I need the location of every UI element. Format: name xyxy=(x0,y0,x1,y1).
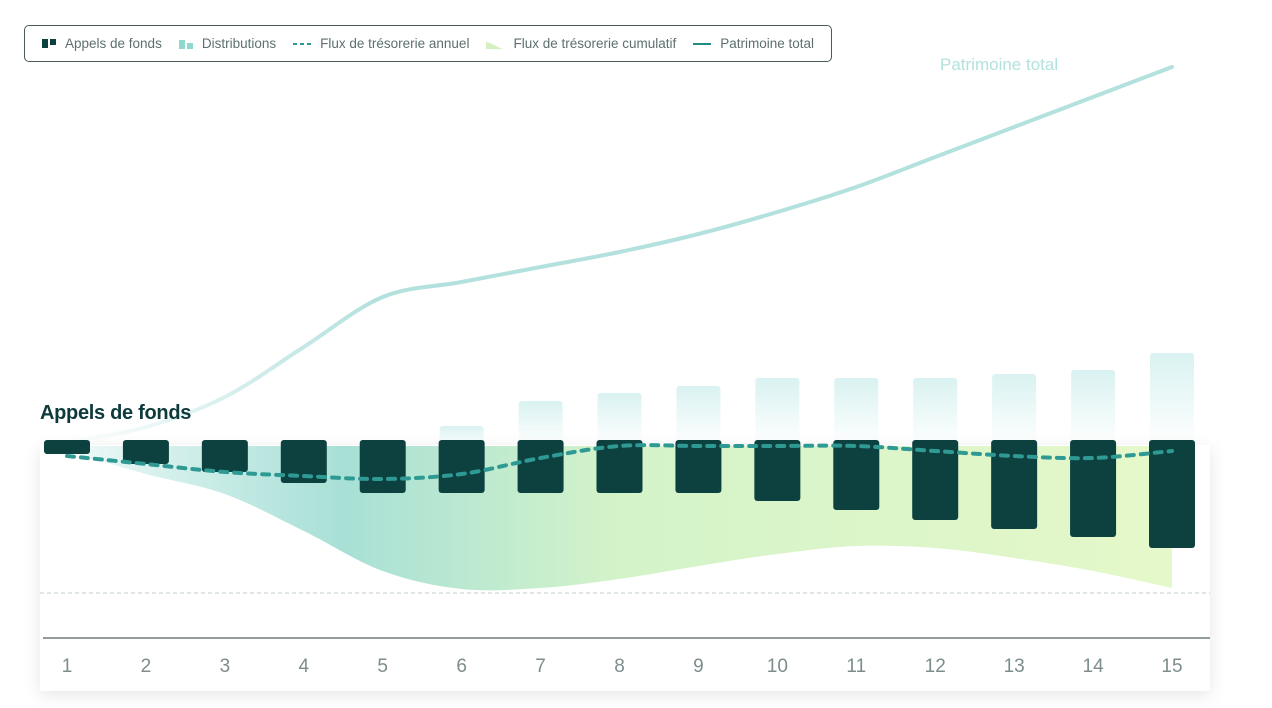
annual-cashflow-icon xyxy=(293,42,312,45)
capital-calls-icon xyxy=(42,38,56,48)
legend-item-total-wealth[interactable]: Patrimoine total xyxy=(692,36,814,51)
total-wealth-line xyxy=(65,65,1174,444)
legend-label: Flux de trésorerie cumulatif xyxy=(513,36,677,51)
distribution-bar xyxy=(518,401,563,446)
cumulative-cashflow-icon xyxy=(486,41,505,49)
total-wealth-icon xyxy=(693,42,712,45)
legend-label: Appels de fonds xyxy=(65,36,162,51)
distribution-bar xyxy=(676,386,721,446)
distribution-bar xyxy=(1071,370,1116,446)
legend-item-distributions[interactable]: Distributions xyxy=(178,36,276,51)
legend-item-capital-calls[interactable]: Appels de fonds xyxy=(41,36,162,51)
capital-calls-panel xyxy=(40,445,1210,691)
legend-label: Distributions xyxy=(201,36,277,51)
legend-item-cumulative-cashflow[interactable]: Flux de trésorerie cumulatif xyxy=(485,36,676,51)
legend-label: Flux de trésorerie annuel xyxy=(320,36,470,51)
panel-title: Appels de fonds xyxy=(40,402,192,424)
legend-item-annual-cashflow[interactable]: Flux de trésorerie annuel xyxy=(292,36,469,51)
chart-legend: Appels de fonds Distributions Flux de tr… xyxy=(24,25,832,62)
distributions-icon xyxy=(178,39,193,49)
distribution-bar xyxy=(755,378,800,446)
total-wealth-label: Patrimoine total xyxy=(940,55,1059,74)
distribution-bars xyxy=(439,353,1194,446)
distribution-bar xyxy=(992,374,1037,446)
distribution-bar xyxy=(1150,353,1194,446)
distribution-bar xyxy=(913,378,958,446)
distribution-bar xyxy=(597,393,642,446)
distribution-bar xyxy=(834,378,879,446)
legend-label: Patrimoine total xyxy=(720,36,815,51)
distribution-bar xyxy=(439,426,484,446)
